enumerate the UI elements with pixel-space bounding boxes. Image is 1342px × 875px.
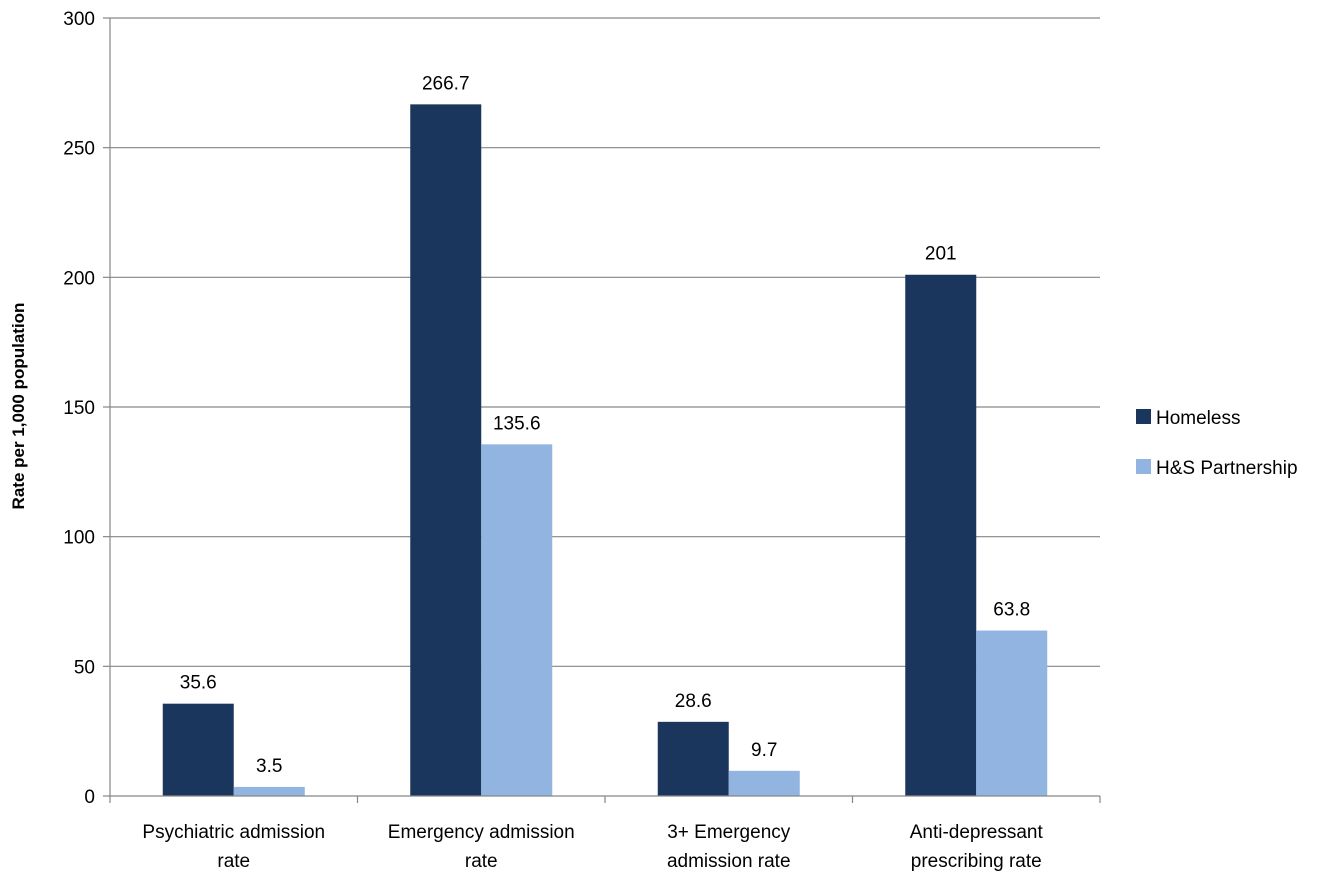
y-axis-label: Rate per 1,000 population: [9, 303, 28, 510]
legend: Homeless H&S Partnership: [1136, 408, 1298, 479]
bars: [162, 104, 1048, 796]
bar-h-s-partnership: [481, 444, 553, 796]
x-tick-label-line: Psychiatric admission: [142, 822, 325, 843]
data-label: 28.6: [675, 691, 712, 712]
bar-h-s-partnership: [728, 770, 800, 796]
x-tick-label-line: Emergency admission: [388, 822, 575, 843]
y-tick-label: 250: [63, 139, 95, 160]
x-tick-label-line: rate: [217, 851, 250, 872]
legend-label: H&S Partnership: [1156, 458, 1298, 479]
data-label: 63.8: [993, 600, 1030, 621]
y-tick-label: 100: [63, 528, 95, 549]
x-tick-label-line: admission rate: [667, 851, 791, 872]
y-tick-label: 150: [63, 398, 95, 419]
bar-homeless: [410, 104, 482, 796]
data-label: 201: [925, 244, 957, 265]
bar-h-s-partnership: [976, 630, 1048, 796]
x-tick-label: Emergency admission rate: [388, 822, 575, 872]
legend-swatch: [1136, 459, 1151, 474]
data-label: 135.6: [493, 413, 541, 434]
x-tick-label-line: Anti-depressant: [910, 822, 1044, 843]
y-tick-label: 50: [74, 657, 95, 678]
x-tick-label: Anti-depressant prescribing rate: [910, 822, 1044, 872]
legend-swatch: [1136, 409, 1151, 424]
data-label: 266.7: [422, 73, 470, 94]
bar-homeless: [162, 703, 234, 796]
legend-label: Homeless: [1156, 408, 1240, 429]
x-tick-label-line: 3+ Emergency: [667, 822, 791, 843]
y-tick-label: 0: [84, 787, 95, 808]
y-tick-label: 300: [63, 9, 95, 30]
data-labels: 35.6 3.5 266.7 135.6 28.6 9.7 201 63.8: [180, 73, 1030, 777]
axes: 0 50 100 150 200 250 300 Psychiatric admission r…: [63, 9, 1101, 872]
data-label: 9.7: [751, 740, 777, 761]
x-tick-label-line: prescribing rate: [911, 851, 1042, 872]
x-tick-label-line: rate: [465, 851, 498, 872]
data-label: 35.6: [180, 673, 217, 694]
y-tick-label: 200: [63, 268, 95, 289]
x-tick-label: 3+ Emergency admission rate: [667, 822, 791, 872]
bar-h-s-partnership: [233, 786, 305, 796]
bar-homeless: [657, 721, 729, 796]
data-label: 3.5: [256, 756, 282, 777]
bar-homeless: [905, 274, 977, 796]
x-tick-label: Psychiatric admission rate: [142, 822, 325, 872]
